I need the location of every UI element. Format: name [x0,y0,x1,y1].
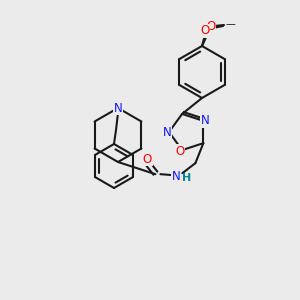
Text: O: O [143,153,152,166]
Text: —: — [225,19,235,29]
Text: O: O [176,145,185,158]
Text: O: O [206,20,216,34]
Text: O: O [200,25,210,38]
Text: H: H [182,173,192,183]
Text: N: N [172,170,181,183]
Text: N: N [114,101,122,115]
Text: N: N [201,114,210,127]
Text: N: N [163,125,171,139]
